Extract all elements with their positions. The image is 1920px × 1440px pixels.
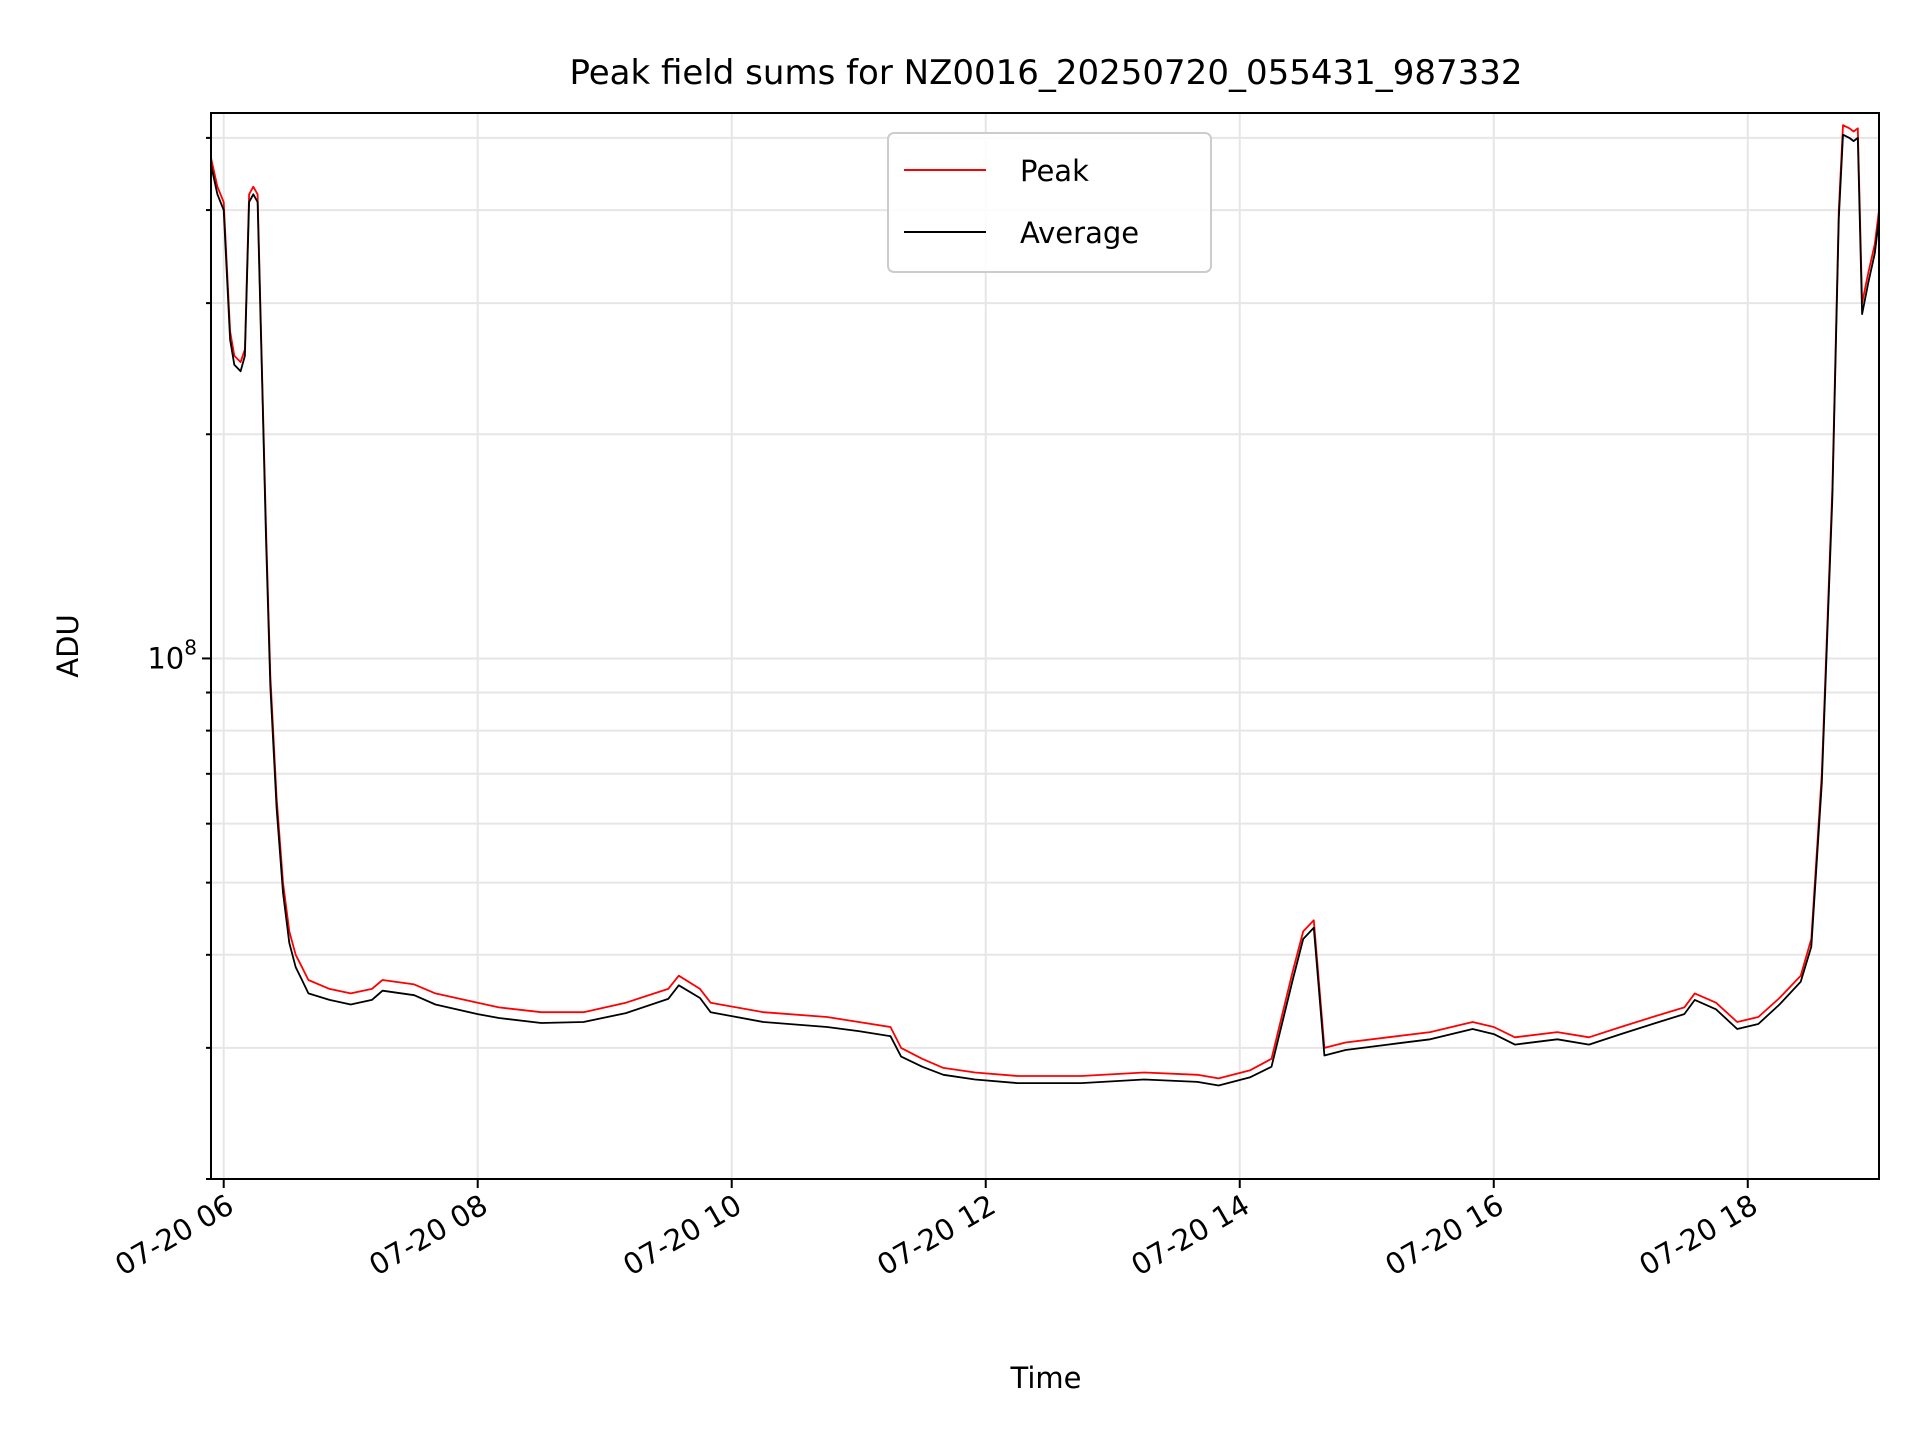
legend-label: Peak — [1020, 154, 1089, 188]
series-line-average — [211, 133, 1879, 1087]
x-axis-label: Time — [1010, 1361, 1082, 1395]
y-axis-label: ADU — [51, 614, 85, 677]
legend: Peak Average — [887, 132, 1212, 273]
series-layer — [211, 124, 1879, 1087]
legend-label: Average — [1020, 216, 1139, 250]
y-tick-label-exponent: 8 — [184, 635, 197, 659]
plot-frame — [210, 112, 1880, 1180]
chart-title: Peak field sums for NZ0016_20250720_0554… — [569, 53, 1522, 93]
y-tick-label: 108 — [147, 635, 197, 675]
legend-box — [887, 132, 1212, 273]
y-tick-label-base: 10 — [147, 641, 184, 675]
y-axis-ticks: 108 — [147, 136, 211, 1180]
